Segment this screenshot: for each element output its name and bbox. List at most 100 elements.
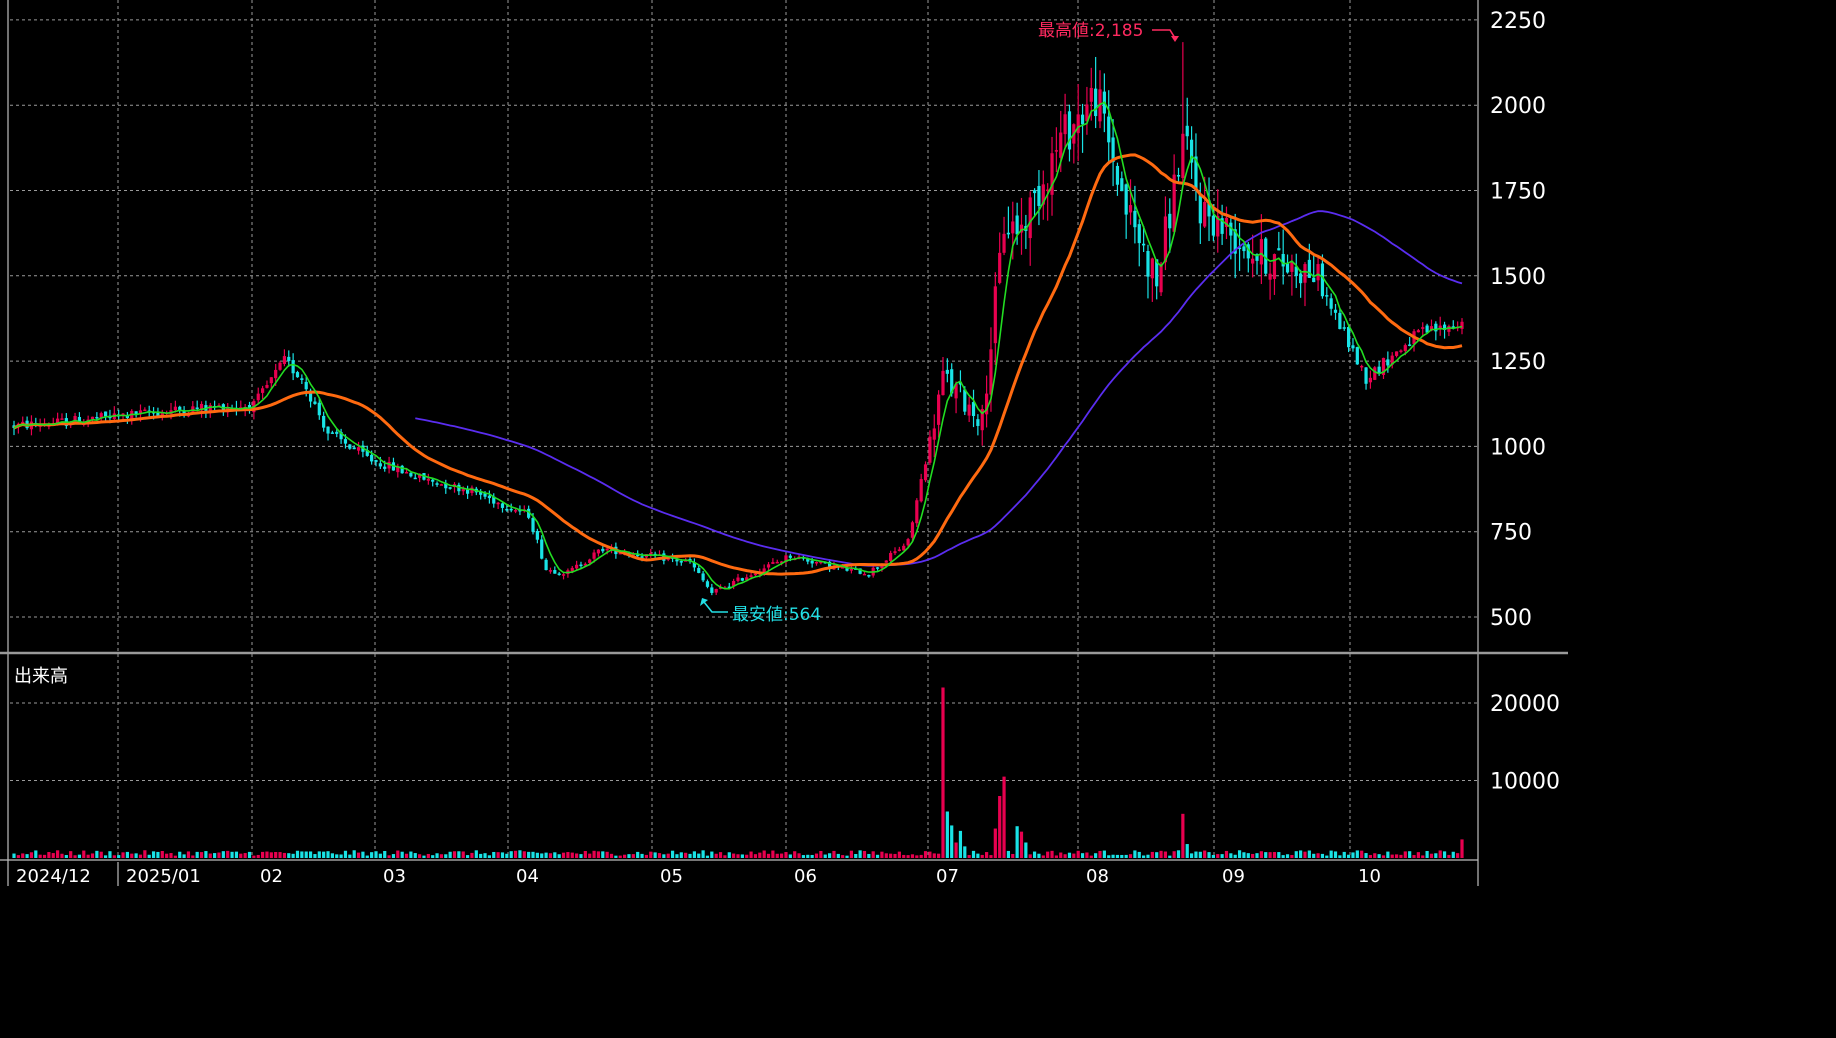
volume-bar [906,855,910,858]
candle-body [971,402,976,417]
volume-bar [77,854,82,858]
candle-body [1290,262,1294,272]
candle-body [1320,263,1325,297]
volume-bar [592,850,596,858]
candle-body [753,573,758,576]
volume-bar [1233,854,1237,858]
volume-bar [448,851,452,858]
volume-bar [1002,776,1006,858]
candle-body [583,563,587,566]
candle-body [915,500,919,524]
candle-body [1285,262,1290,273]
volume-bar [579,854,583,858]
volume-bar [1351,852,1355,858]
volume-bar [487,855,491,858]
volume-bar [500,852,505,858]
candle-body [1394,351,1399,356]
candle-body [470,487,474,493]
candle-body [1172,174,1176,232]
volume-bar [1124,854,1128,858]
candle-body [439,484,444,486]
candle-body [998,252,1002,283]
volume-bar [832,850,836,858]
x-tick-label: 07 [936,866,959,886]
volume-bar [1037,853,1041,858]
candle-body [993,286,997,344]
volume-bar [125,851,129,858]
candle-body [496,502,500,505]
volume-bar [404,853,409,858]
volume-bar [1381,855,1386,858]
volume-bar [588,853,592,858]
candle-body [1316,264,1320,281]
candle-body [1264,238,1268,274]
volume-bar [1076,850,1080,858]
volume-bar [435,853,439,858]
volume-bar [976,853,980,858]
candle-body [640,556,644,558]
candle-body [1399,350,1403,352]
volume-bar [396,850,400,858]
volume-bar [492,851,496,858]
volume-bar [1338,855,1342,858]
price-tick-label: 500 [1490,606,1532,631]
volume-bar [413,853,417,858]
candle-body [697,568,701,573]
volume-bar [841,855,845,858]
volume-bar [361,851,365,858]
volume-bar [1137,851,1141,858]
volume-bar [147,854,151,858]
x-tick-label: 10 [1358,866,1381,886]
volume-bar [1442,851,1447,858]
volume-bar [42,854,47,858]
volume-bar [548,853,553,858]
candle-body [980,408,984,431]
volume-bar [762,850,766,858]
candle-body [444,482,448,489]
candle-body [548,570,553,572]
candle-body [1281,253,1285,267]
volume-bar [535,852,539,858]
volume-bar [308,851,313,858]
volume-bar [575,853,579,858]
candle-body [1211,215,1215,236]
volume-bar [1181,813,1185,858]
volume-bar [465,855,470,858]
candle-body [308,390,313,402]
candle-body [1277,248,1281,251]
volume-bar [958,830,963,858]
volume-bar [418,854,422,858]
volume-bar [213,853,217,858]
volume-bar [1011,853,1015,858]
candle-body [492,496,496,504]
candle-body [426,478,430,481]
candle-body [592,552,596,559]
candle-body [387,461,391,469]
volume-bar [387,855,391,858]
volume-bar [688,853,692,858]
volume-bar [234,851,239,858]
candle-body [173,406,177,411]
volume-bar [1429,853,1434,858]
volume-bar [627,854,631,858]
candle-body [527,508,531,518]
volume-bar [1373,853,1377,858]
volume-bar [1408,851,1412,858]
volume-bar [544,852,548,858]
candle-body [195,407,199,409]
volume-bar [797,853,801,858]
x-tick-label: 2024/12 [16,866,91,886]
candle-body [1142,243,1146,246]
volume-bar [1198,851,1202,858]
candle-body [352,447,356,450]
volume-bar [675,854,679,858]
volume-bar [823,854,827,858]
volume-bar [884,853,888,858]
candle-body [1381,357,1386,375]
candle-body [239,407,243,409]
candle-body [1189,139,1194,163]
candle-body [291,360,295,374]
candle-body [1002,233,1006,253]
volume-bar [636,851,640,858]
candle-body [199,403,204,411]
